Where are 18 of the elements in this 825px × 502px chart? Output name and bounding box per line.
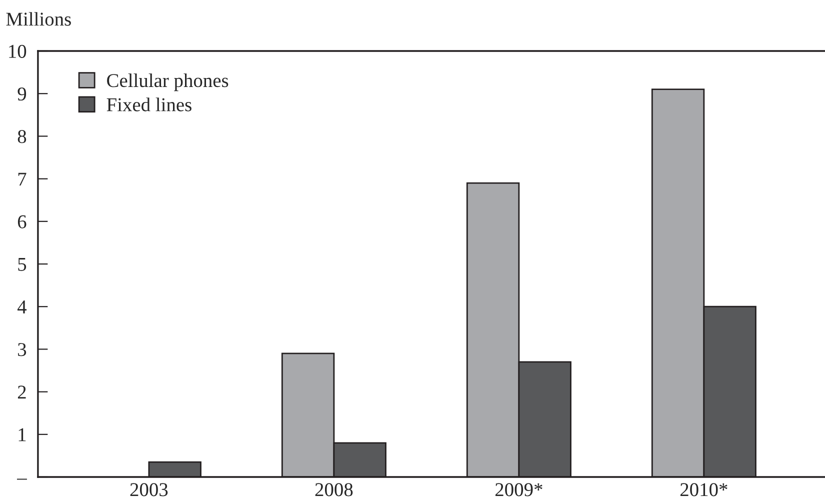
x-tick-label: 2010* — [680, 483, 728, 496]
y-tick-label: 4 — [17, 300, 27, 314]
x-tick-label: 2009* — [495, 483, 542, 496]
y-tick-label: 7 — [18, 172, 26, 186]
x-tick-label: 2008 — [315, 483, 353, 496]
y-tick-label: 10 — [9, 44, 26, 58]
y-tick-label: 2 — [18, 386, 26, 399]
y-tick-label: 3 — [18, 343, 26, 356]
legend-label: Cellular phones — [107, 73, 228, 92]
y-tick-label: 6 — [18, 215, 26, 228]
y-axis-title: Millions — [6, 12, 71, 26]
y-tick-label: 9 — [18, 87, 26, 101]
y-tick-label: 8 — [18, 130, 26, 144]
legend-label: Fixed lines — [106, 98, 192, 112]
y-tick-label: 5 — [18, 258, 26, 271]
x-tick-label: 2003 — [130, 483, 168, 496]
y-tick-label: 1 — [18, 428, 26, 442]
y-tick-label: – — [16, 478, 27, 480]
